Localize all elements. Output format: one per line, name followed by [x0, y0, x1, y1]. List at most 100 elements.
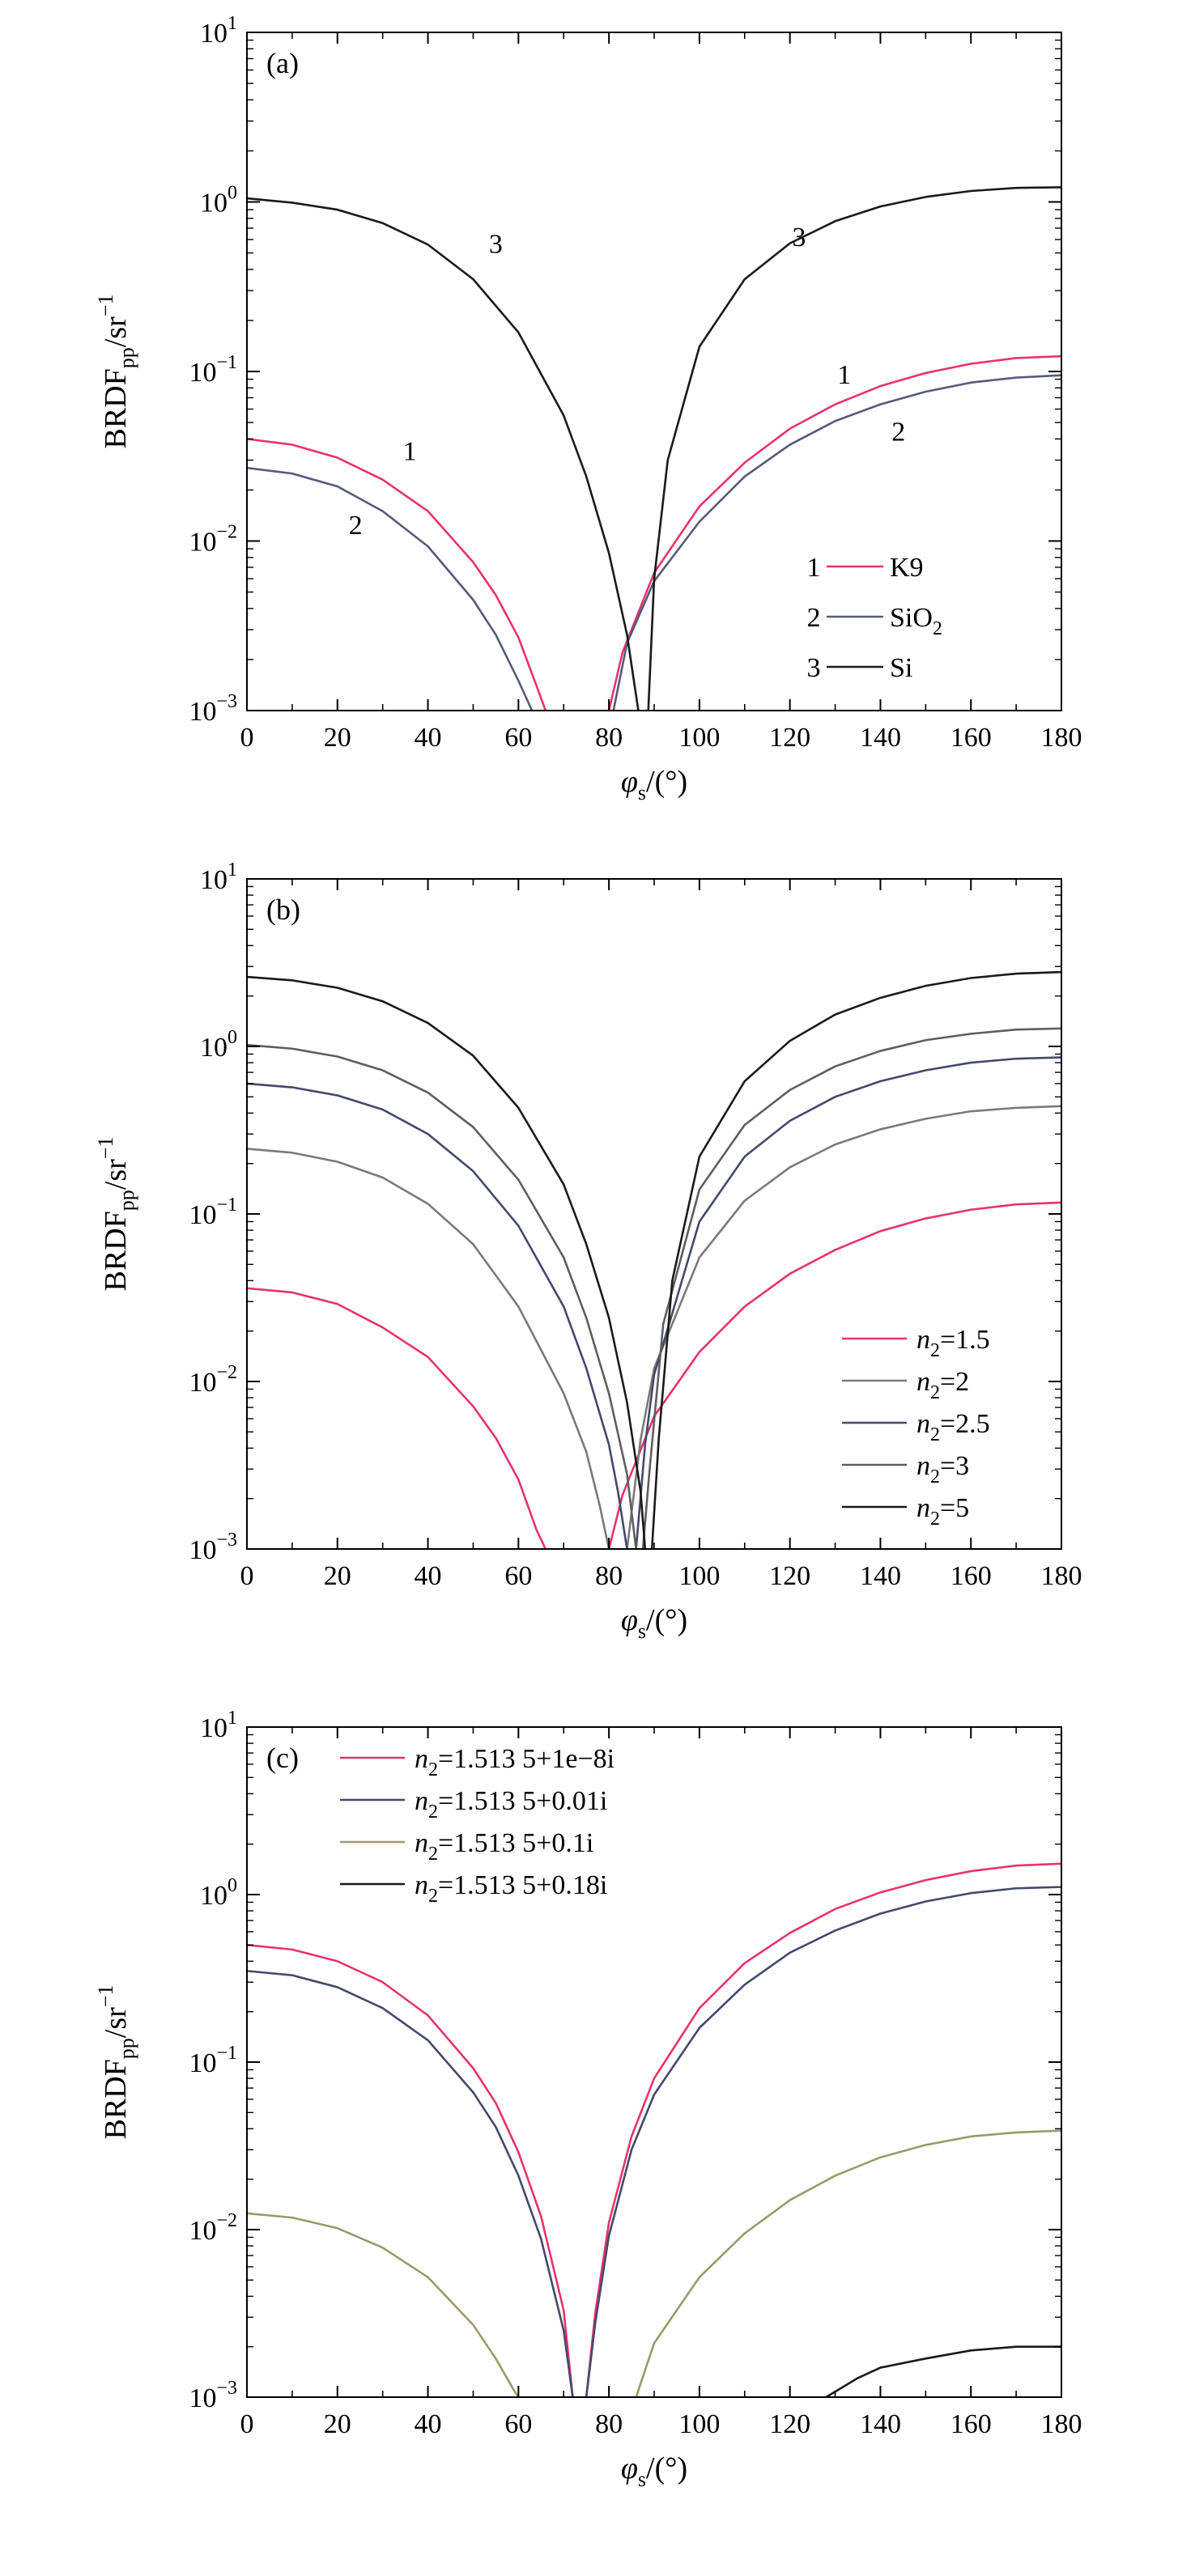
x-tick-label: 20: [324, 2409, 351, 2439]
y-axis-label: BRDFpp/sr−1: [94, 1137, 138, 1292]
x-tick-label: 140: [860, 723, 901, 753]
y-tick-label: 10−2: [189, 522, 237, 558]
series-line-4-segment-1: [247, 1043, 637, 1549]
x-tick-label: 40: [415, 1561, 442, 1591]
series-line-2-segment-1: [247, 466, 534, 711]
x-tick-label: 60: [504, 723, 532, 753]
legend-label: n2=1.513 5+1e−8i: [415, 1744, 615, 1780]
x-tick-label: 100: [678, 1561, 720, 1591]
series-line-4-segment-2: [641, 1027, 1061, 1549]
y-tick-label: 10−3: [189, 2378, 237, 2413]
x-tick-label: 140: [860, 1561, 901, 1591]
plot-frame: [246, 32, 1062, 711]
x-tick-label: 160: [950, 2409, 992, 2439]
y-tick-label: 100: [200, 1875, 237, 1911]
x-tick-label: 120: [769, 723, 810, 753]
legend-number: 3: [807, 653, 821, 683]
panel-label: (b): [266, 893, 300, 926]
legend: n2=1.513 5+1e−8i n2=1.513 5+0.01i n2=1.513…: [340, 1744, 615, 1907]
x-axis-label: φs/(°): [621, 765, 687, 804]
series-line-3-segment-2: [635, 1056, 1061, 1549]
legend-label: n2=1.5: [916, 1325, 990, 1361]
legend-label: n2=1.513 5+0.18i: [415, 1870, 607, 1907]
legend-label: K9: [890, 553, 924, 583]
y-tick-label: 101: [200, 13, 237, 49]
x-axis-label: φs/(°): [621, 1603, 687, 1643]
curve-annotation: 2: [349, 511, 363, 541]
x-tick-label: 80: [595, 1561, 623, 1591]
y-tick-label: 100: [200, 183, 237, 219]
x-tick-label: 120: [769, 2409, 810, 2439]
series-line-1-segment-1: [247, 438, 547, 711]
x-tick-label: 0: [240, 723, 254, 753]
series-line-3-segment-1: [247, 197, 640, 711]
chart-panel-1: 0 20 40 60 80 100 120 140 160 180 10−3 10−2 10−1 100 1…: [94, 13, 1082, 804]
y-axis-label: BRDFpp/sr−1: [94, 1985, 138, 2140]
x-tick-label: 160: [950, 723, 992, 753]
x-tick-label: 80: [595, 723, 623, 753]
series-line-1-segment-2: [607, 1201, 1061, 1549]
curve-annotation: 1: [403, 437, 417, 467]
x-tick-label: 180: [1041, 723, 1082, 753]
y-axis-label: BRDFpp/sr−1: [94, 295, 138, 449]
series-line-2-segment-2: [626, 1105, 1061, 1549]
y-tick-label: 101: [200, 1708, 237, 1743]
series-line-2-segment-2: [612, 374, 1061, 711]
legend-label: n2=2: [916, 1367, 969, 1403]
legend-label: n2=1.513 5+0.01i: [415, 1786, 607, 1823]
y-tick-label: 10−3: [189, 691, 237, 727]
series-line-5-segment-2: [650, 970, 1061, 1549]
legend-number: 1: [807, 553, 821, 583]
y-tick-label: 10−1: [189, 352, 237, 388]
legend-number: 2: [807, 603, 821, 633]
legend-label: n2=5: [916, 1493, 969, 1530]
series-line-1-segment-1: [247, 1944, 574, 2397]
curve-annotation: 2: [891, 418, 905, 448]
x-tick-label: 100: [678, 723, 720, 753]
series-line-3-segment-2: [635, 2129, 1061, 2397]
series-line-2-segment-2: [585, 1886, 1061, 2397]
y-tick-label: 10−2: [189, 1362, 237, 1398]
series-line-3-segment-1: [247, 1082, 628, 1549]
x-tick-label: 80: [595, 2409, 623, 2439]
x-tick-label: 140: [860, 2409, 901, 2439]
series-line-3-segment-2: [647, 186, 1061, 711]
x-axis-label: φs/(°): [621, 2451, 687, 2491]
legend: 1 K9 2 SiO2 3 Si: [807, 553, 942, 683]
series-line-2-segment-1: [247, 1148, 610, 1549]
y-tick-label: 10−1: [189, 1195, 237, 1230]
curve-annotation: 1: [837, 360, 851, 390]
chart-panel-2: 0 20 40 60 80 100 120 140 160 180 10−3 10−2 10−1 100 1…: [94, 859, 1082, 1643]
x-tick-label: 160: [950, 1561, 992, 1591]
y-tick-label: 10−3: [189, 1530, 237, 1565]
x-tick-label: 120: [769, 1561, 810, 1591]
series-line-4-segment-1: [825, 2345, 1061, 2397]
x-tick-label: 60: [504, 2409, 532, 2439]
legend: n2=1.5 n2=2 n2=2.5 n2=3 n2=5: [842, 1325, 990, 1530]
legend-label: n2=3: [916, 1451, 969, 1487]
y-tick-label: 100: [200, 1027, 237, 1063]
x-tick-label: 40: [415, 2409, 442, 2439]
x-tick-label: 0: [240, 2409, 254, 2439]
legend-label: n2=1.513 5+0.1i: [415, 1828, 593, 1865]
series-line-3-segment-1: [247, 2212, 520, 2397]
x-tick-label: 60: [504, 1561, 532, 1591]
series-line-2-segment-1: [247, 1970, 574, 2397]
legend-label: SiO2: [890, 603, 942, 639]
x-tick-label: 20: [324, 1561, 351, 1591]
y-tick-label: 101: [200, 859, 237, 895]
panel-label: (c): [266, 1742, 299, 1774]
plot-frame: [246, 1726, 1062, 2398]
series-line-5-segment-1: [247, 975, 647, 1549]
x-tick-label: 180: [1041, 1561, 1082, 1591]
chart-panel-3: 0 20 40 60 80 100 120 140 160 180 10−3 10−2 10−1 100 1…: [94, 1708, 1082, 2491]
series-line-1-segment-2: [585, 1862, 1061, 2397]
x-tick-label: 0: [240, 1561, 254, 1591]
x-tick-label: 40: [415, 723, 442, 753]
series-line-1-segment-1: [247, 1287, 547, 1549]
series-line-1-segment-2: [607, 354, 1061, 711]
x-tick-label: 100: [678, 2409, 720, 2439]
x-tick-label: 20: [324, 723, 351, 753]
legend-label: Si: [890, 653, 912, 683]
